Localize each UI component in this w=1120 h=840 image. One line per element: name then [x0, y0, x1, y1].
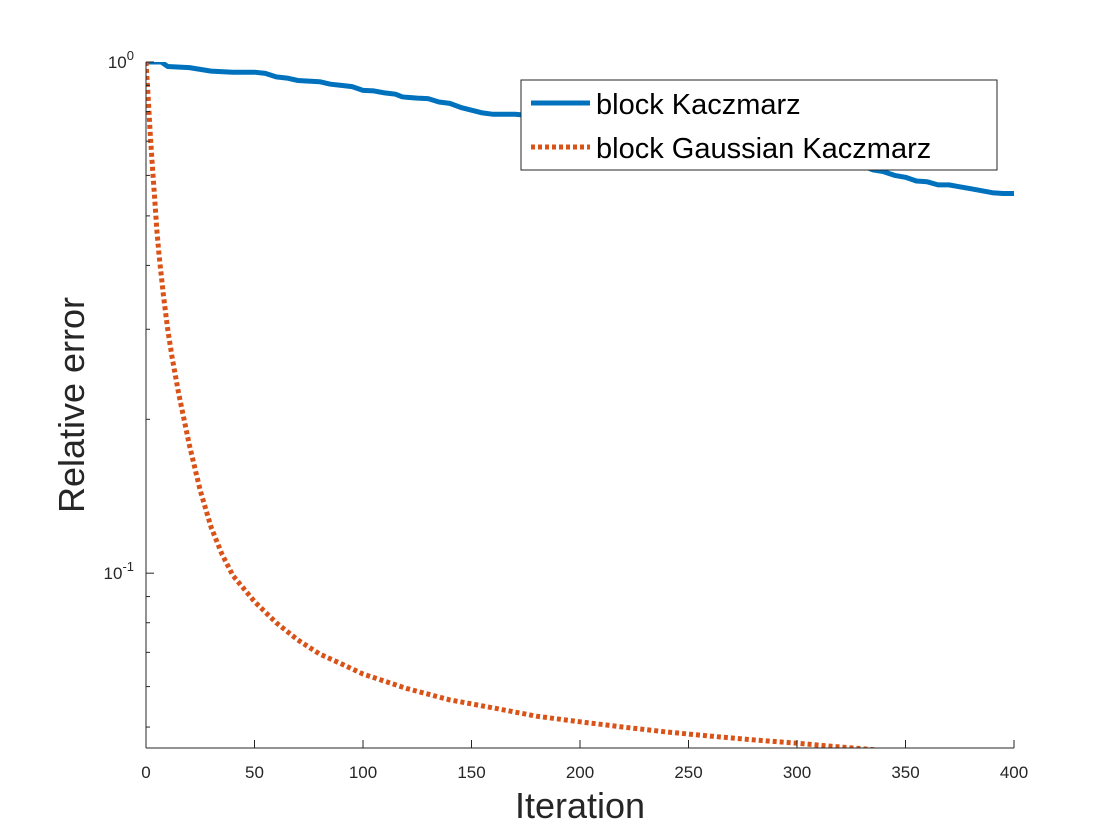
legend-label-block-kaczmarz: block Kaczmarz — [596, 89, 801, 121]
series-layer — [146, 62, 1014, 748]
x-axis-title: Iteration — [515, 785, 645, 826]
x-tick-label: 350 — [891, 763, 919, 782]
plot-area — [146, 62, 1014, 748]
legend: block Kaczmarz block Gaussian Kaczmarz — [520, 79, 998, 171]
x-tick-label: 50 — [245, 763, 264, 782]
axes: 0 50 100 150 200 250 300 350 400 10-1 100 — [104, 48, 1029, 782]
y-ticks: 10-1 100 — [104, 48, 154, 728]
series-line-block-gaussian-kaczmarz — [146, 62, 884, 748]
y-tick-label: 10-1 — [104, 559, 134, 583]
x-tick-label: 300 — [783, 763, 811, 782]
y-tick-label: 100 — [108, 48, 134, 72]
y-axis-title: Relative error — [51, 297, 92, 513]
x-tick-label: 150 — [457, 763, 485, 782]
legend-label-block-gaussian-kaczmarz: block Gaussian Kaczmarz — [596, 133, 931, 165]
x-tick-label: 0 — [141, 763, 150, 782]
x-tick-label: 400 — [1000, 763, 1028, 782]
x-ticks: 0 50 100 150 200 250 300 350 400 — [141, 740, 1028, 782]
x-tick-label: 100 — [349, 763, 377, 782]
x-tick-label: 250 — [674, 763, 702, 782]
legend-box — [520, 79, 998, 171]
x-tick-label: 200 — [566, 763, 594, 782]
series-line-block-kaczmarz — [146, 62, 1014, 196]
